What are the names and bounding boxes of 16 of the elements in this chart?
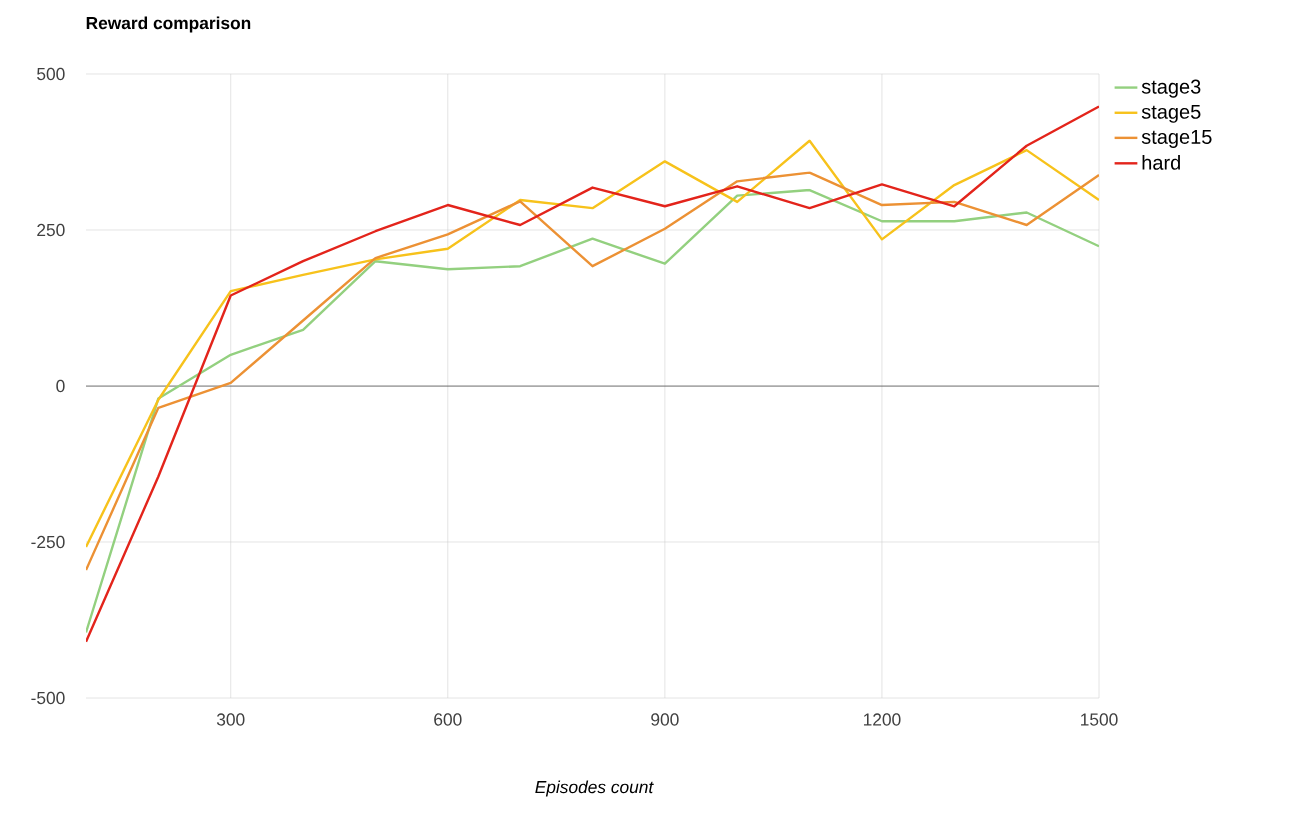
legend-label: hard xyxy=(1142,155,1180,170)
y-tick-label: 0 xyxy=(56,379,65,393)
y-tick-label: 500 xyxy=(37,67,65,81)
chart-title: Reward comparison xyxy=(86,16,251,33)
x-axis-title: Episodes count xyxy=(535,780,654,797)
x-tick-label: 1500 xyxy=(1081,713,1118,726)
x-tick-label: 600 xyxy=(434,713,462,726)
x-tick-label: 1200 xyxy=(863,713,901,726)
legend-label: stage5 xyxy=(1141,104,1201,123)
legend-label: stage15 xyxy=(1141,129,1212,148)
x-tick-label: 900 xyxy=(651,713,679,726)
y-tick-label: -250 xyxy=(31,535,65,549)
y-tick-label: -500 xyxy=(31,691,65,705)
x-tick-label: 300 xyxy=(216,713,245,726)
y-tick-label: 250 xyxy=(37,223,65,237)
legend-label: stage3 xyxy=(1141,79,1201,98)
